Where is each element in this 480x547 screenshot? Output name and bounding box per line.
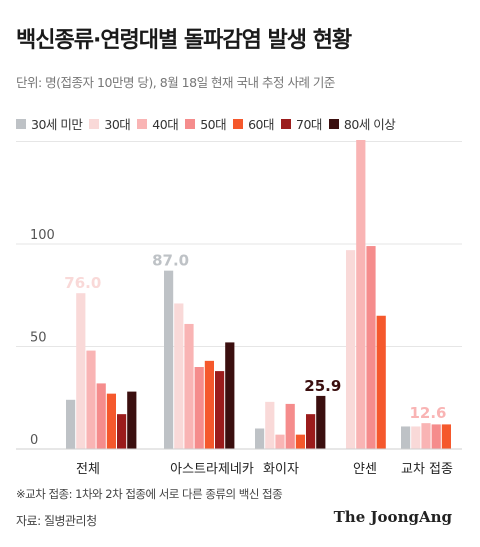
bar (265, 401, 275, 449)
bar (194, 367, 204, 449)
data-label: 25.9 (304, 377, 341, 395)
bar (431, 424, 441, 449)
legend-label: 70대 (296, 117, 322, 132)
legend-item: 50대 (185, 114, 227, 133)
legend-label: 40대 (152, 117, 179, 132)
data-label: 87.0 (152, 252, 189, 270)
bar (346, 250, 356, 449)
legend-label: 50대 (200, 117, 227, 132)
chart-legend: 30세 미만 30대 40대 50대 60대 70대 80세 이상 (16, 114, 396, 133)
legend-swatch (89, 118, 100, 129)
legend-label: 30대 (104, 117, 131, 132)
bar (66, 399, 76, 449)
bar (306, 414, 316, 449)
bar (76, 293, 86, 449)
data-label: 76.0 (64, 274, 101, 292)
bar (86, 350, 96, 449)
bar (356, 140, 366, 449)
bar (127, 391, 137, 449)
x-tick-label: 얀센 (353, 462, 377, 477)
bar (96, 383, 106, 449)
legend-label: 60대 (248, 117, 275, 132)
y-tick-label: 0 (30, 433, 38, 448)
legend-label: 30세 미만 (31, 117, 83, 132)
bar (275, 434, 285, 449)
legend-item: 30세 미만 (16, 114, 83, 133)
chart-title: 백신종류·연령대별 돌파감염 발생 현황 (16, 28, 352, 53)
bar (441, 424, 451, 449)
y-tick-label: 150 (30, 140, 55, 141)
legend-item: 40대 (137, 114, 179, 133)
bar (411, 426, 421, 449)
x-tick-label: 화이자 (263, 462, 299, 477)
bar (117, 414, 127, 449)
x-tick-label: 교차 접종 (401, 462, 453, 477)
legend-swatch (328, 118, 339, 129)
legend-swatch (137, 118, 148, 129)
data-label: 12.6 (409, 404, 446, 422)
bar (255, 428, 265, 449)
legend-swatch (281, 118, 292, 129)
legend-item: 80세 이상 (328, 114, 396, 133)
legend-item: 70대 (281, 114, 322, 133)
source-note: 자료: 질병관리청 (16, 514, 97, 528)
x-tick-label: 전체 (76, 462, 100, 477)
bar-chart: 0 50 100 150 전체 아스트라제네카 화이자 얀센 교차 접종 76.0 87.0 25.9… (16, 140, 462, 477)
footnote: ※교차 접종: 1차와 2차 접종에 서로 다른 종류의 백신 접종 (16, 487, 283, 501)
bar (225, 342, 235, 449)
bar (366, 246, 376, 449)
bar (164, 270, 174, 449)
bar (401, 426, 411, 449)
legend-swatch (185, 118, 196, 129)
y-tick-label: 50 (30, 331, 47, 346)
legend-swatch (233, 118, 244, 129)
bar (316, 395, 326, 449)
bar (376, 315, 386, 449)
bar (295, 434, 305, 449)
chart-subtitle: 단위: 명(접종자 10만명 당), 8월 18일 현재 국내 추정 사례 기준 (16, 75, 335, 90)
legend-item: 30대 (89, 114, 131, 133)
bar (215, 371, 225, 449)
legend-swatch (16, 118, 26, 129)
legend-item: 60대 (233, 114, 275, 133)
x-tick-label: 아스트라제네카 (170, 462, 254, 477)
bar (174, 303, 184, 449)
brand-logo: The JoongAng (333, 508, 452, 526)
legend-label: 80세 이상 (343, 117, 396, 132)
bar (184, 323, 194, 449)
bar (421, 423, 431, 449)
y-tick-label: 100 (30, 228, 55, 243)
bar (106, 393, 116, 449)
bar (204, 360, 214, 449)
bar (285, 403, 295, 449)
